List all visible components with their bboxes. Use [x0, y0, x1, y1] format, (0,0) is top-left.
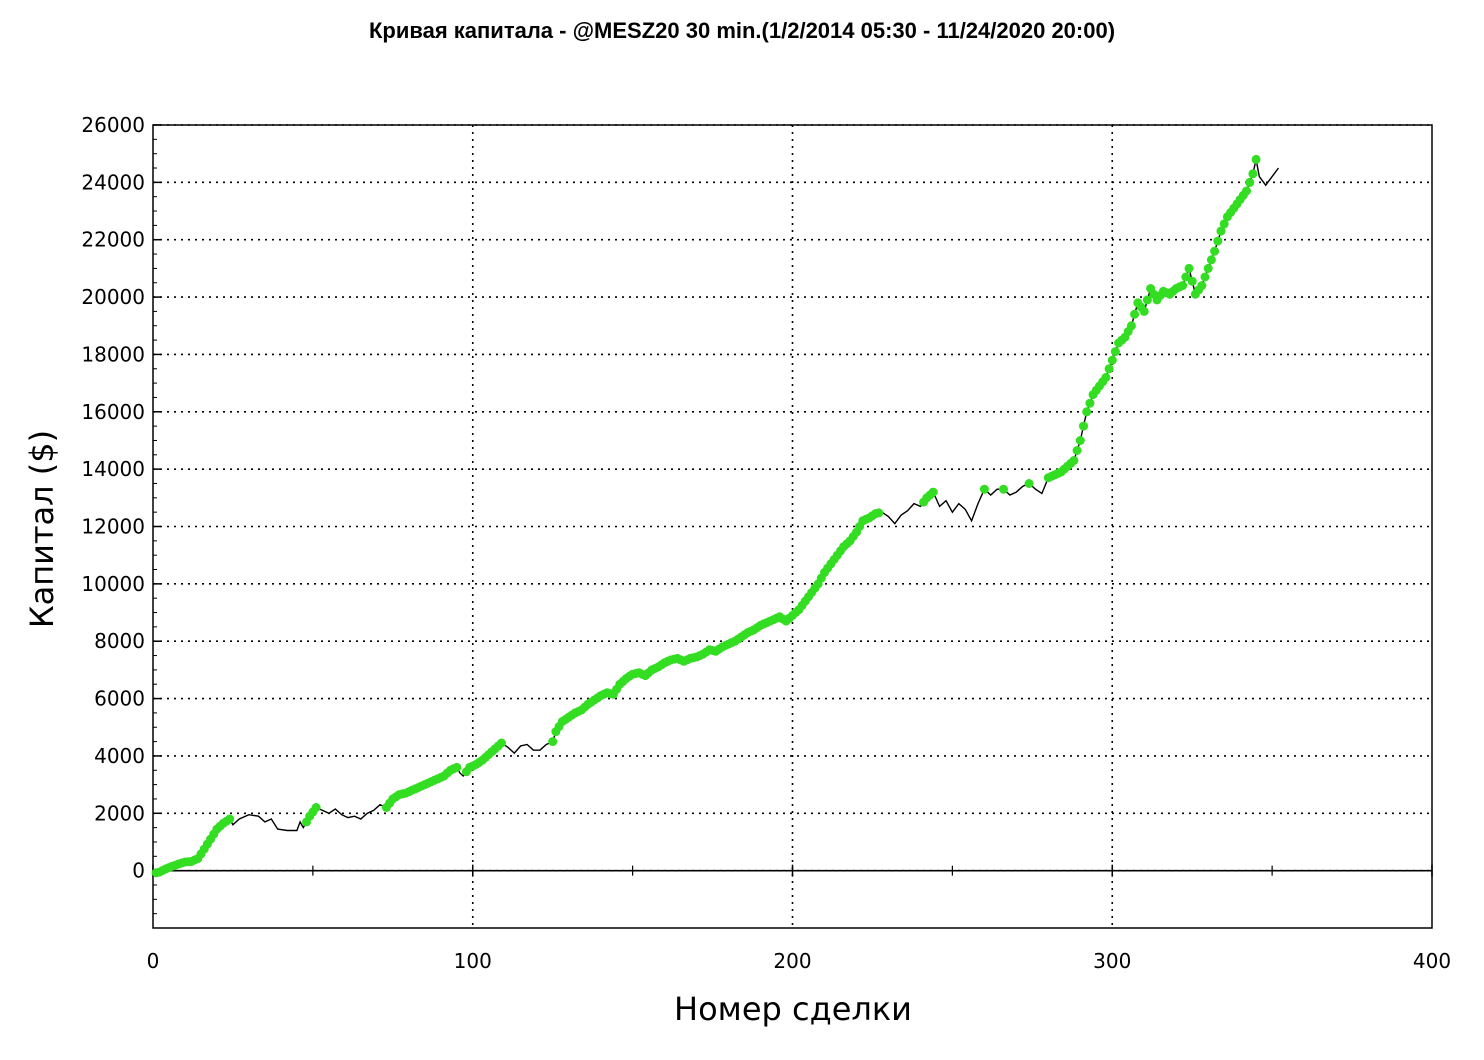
winning-trade-marker [1203, 263, 1213, 273]
winning-trade-marker [928, 487, 938, 497]
axes [152, 124, 1433, 929]
y-tick-label: 18000 [81, 342, 145, 366]
winning-trade-marker [1206, 255, 1216, 265]
y-tick-label: 22000 [81, 228, 145, 252]
tick-labels: 2600024000220002000018000160001400012000… [81, 113, 1451, 973]
winning-trade-marker [1210, 246, 1220, 256]
y-axis-label: Капитал ($) [23, 429, 61, 629]
winning-trade-marker [1126, 321, 1136, 331]
y-tick-label: 16000 [81, 400, 145, 424]
winning-trade-marker [548, 737, 558, 747]
winning-trade-marker [1178, 281, 1188, 291]
winning-trade-marker [1197, 281, 1207, 291]
winning-trade-marker [1107, 355, 1117, 365]
winning-trade-marker [1101, 372, 1111, 382]
winning-trade-marker [1110, 347, 1120, 357]
y-tick-label: 14000 [81, 457, 145, 481]
winning-trade-marker [1245, 177, 1255, 187]
x-tick-label: 400 [1413, 949, 1451, 973]
winning-trade-marker [1142, 295, 1152, 305]
winning-trade-marker [1213, 236, 1223, 246]
winning-trade-markers [151, 154, 1261, 878]
winning-trade-marker [1069, 456, 1079, 465]
winning-trade-marker [225, 814, 235, 824]
x-axis-label: Номер сделки [674, 990, 912, 1028]
winning-trade-marker [1187, 276, 1197, 286]
y-tick-label: 8000 [94, 629, 145, 653]
winning-trade-marker [1181, 272, 1191, 282]
winning-trade-marker [1219, 219, 1229, 229]
winning-trade-marker [1079, 421, 1088, 431]
winning-trade-marker [1130, 309, 1140, 319]
winning-trade-marker [1075, 436, 1085, 445]
y-tick-label: 2000 [94, 801, 145, 825]
x-tick-label: 200 [773, 949, 811, 973]
winning-trade-marker [1024, 479, 1034, 488]
y-tick-label: 26000 [81, 113, 145, 137]
y-tick-label: 0 [132, 859, 145, 883]
winning-trade-marker [1085, 398, 1095, 408]
y-tick-label: 10000 [81, 572, 145, 596]
equity-curve-line [152, 159, 1280, 875]
winning-trade-marker [1184, 263, 1194, 273]
winning-trade-marker [311, 803, 321, 812]
winning-trade-marker [1248, 169, 1258, 179]
winning-trade-marker [1216, 226, 1226, 236]
grid-lines [153, 124, 1432, 928]
y-tick-label: 24000 [81, 170, 145, 194]
x-tick-label: 0 [147, 949, 160, 973]
chart-title: Кривая капитала - @MESZ20 30 min.(1/2/20… [368, 18, 1116, 43]
winning-trade-marker [1251, 154, 1261, 164]
winning-trade-marker [1072, 446, 1082, 455]
winning-trade-marker [979, 484, 989, 494]
y-tick-label: 6000 [94, 687, 145, 711]
winning-trade-marker [452, 762, 462, 772]
winning-trade-marker [1242, 186, 1251, 196]
winning-trade-marker [1200, 272, 1210, 282]
winning-trade-marker [1104, 364, 1114, 374]
winning-trade-marker [1082, 407, 1092, 417]
y-tick-label: 4000 [94, 744, 145, 768]
x-tick-label: 100 [454, 949, 492, 973]
winning-trade-marker [999, 484, 1008, 494]
x-tick-label: 300 [1093, 949, 1131, 973]
y-tick-label: 12000 [81, 515, 145, 539]
winning-trade-marker [497, 738, 506, 748]
equity-line [152, 159, 1280, 875]
winning-trade-marker [1139, 306, 1149, 316]
winning-trade-marker [874, 508, 884, 518]
y-tick-label: 20000 [81, 285, 145, 309]
